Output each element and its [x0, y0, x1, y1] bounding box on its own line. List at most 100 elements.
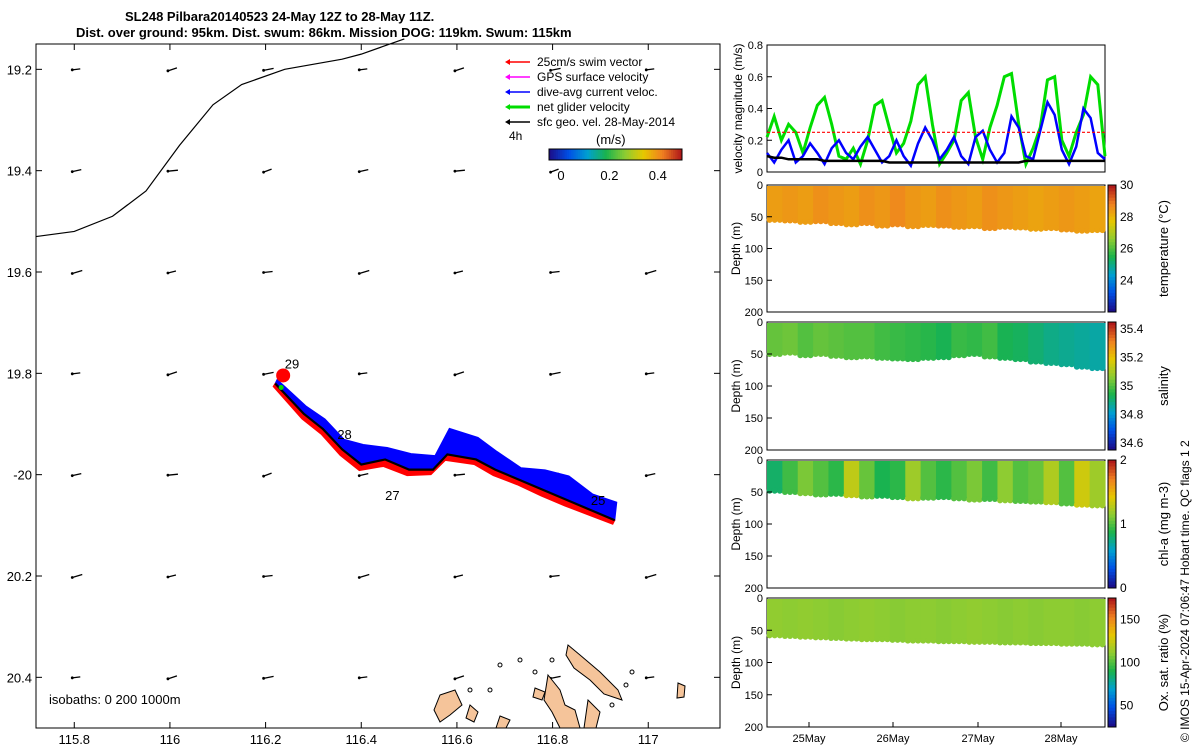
section-cell	[966, 461, 983, 500]
section-edge-dot	[945, 638, 952, 645]
map-plot	[35, 38, 721, 729]
section-cell	[951, 186, 968, 227]
section-cell	[843, 323, 860, 358]
colorbar-segment	[1108, 322, 1116, 326]
section-edge-dot	[828, 634, 835, 641]
velocity-series-line	[766, 98, 1106, 169]
colorbar-segment	[615, 149, 619, 160]
land-patch	[433, 689, 463, 723]
section-edge-dot	[986, 353, 993, 360]
colorbar-segment	[1108, 620, 1116, 625]
geo-velocity-arrow	[550, 574, 560, 578]
section-cell	[843, 186, 860, 225]
section-edge-dot	[1043, 499, 1050, 506]
section-edge-dot	[1017, 224, 1024, 231]
geo-velocity-arrow-tail	[166, 677, 170, 681]
section-cell	[1012, 599, 1029, 643]
colorbar-segment	[1108, 379, 1116, 384]
section-edge-dot	[868, 636, 875, 643]
section-edge-dot	[797, 633, 804, 640]
geo-velocity-arrow-tail	[357, 272, 361, 275]
colorbar-segment	[1108, 254, 1116, 259]
section-edge-dot	[781, 349, 788, 356]
section-cell	[889, 323, 906, 359]
section-edge-dot	[991, 496, 998, 503]
geo-velocity-arrow-tail	[453, 677, 457, 681]
colorbar-segment	[1108, 270, 1116, 275]
section-edge-dot	[797, 490, 804, 497]
section-cell	[951, 599, 968, 642]
section-edge-dot	[909, 637, 916, 644]
section-edge-dot	[1002, 639, 1009, 646]
section-cell	[936, 599, 952, 642]
colorbar-segment	[1108, 430, 1116, 435]
section-colorbar-tick-label: 150	[1120, 613, 1140, 627]
section-plot-temperature	[766, 184, 1117, 313]
colorbar-segment	[1108, 636, 1116, 641]
section-edge-dot	[997, 497, 1004, 504]
section-edge-dot	[1084, 501, 1091, 508]
section-edge-dot	[889, 221, 896, 228]
geo-velocity-arrow-tail	[644, 272, 648, 275]
section-colorbar-tick-label: 0	[1120, 581, 1127, 595]
colorbar-segment	[582, 149, 585, 160]
colorbar-segment	[1108, 466, 1116, 471]
section-edge-dot	[1099, 365, 1106, 372]
island	[609, 702, 615, 708]
section-edge-dot	[971, 496, 978, 503]
colorbar-segment	[1108, 398, 1116, 403]
colorbar-segment	[1108, 402, 1116, 406]
colorbar-segment	[662, 149, 665, 160]
credit-text: © IMOS 15-Apr-2024 07:06:47 Hobart time.…	[1178, 440, 1192, 742]
geo-velocity-arrow	[454, 473, 465, 476]
geo-velocity-arrow	[550, 270, 560, 274]
section-edge-dot	[981, 225, 988, 232]
colorbar-segment	[1108, 714, 1116, 718]
section-cell	[828, 461, 845, 494]
colorbar-segment	[1108, 289, 1116, 294]
section-edge-dot	[904, 495, 911, 502]
section-cell	[1058, 186, 1075, 230]
section-edge-dot	[1012, 356, 1019, 363]
colorbar-segment	[1108, 325, 1116, 329]
section-cell	[920, 461, 937, 498]
section-edge-dot	[1017, 497, 1024, 504]
section-edge-dot	[1053, 359, 1060, 366]
colorbar-segment	[1108, 662, 1116, 667]
geo-velocity-arrow	[454, 169, 465, 172]
section-edge-dot	[781, 217, 788, 224]
section-y-tick-label: 0	[757, 180, 763, 192]
colorbar-segment	[549, 149, 552, 160]
section-edge-dot	[807, 490, 814, 497]
section-edge-dot	[966, 223, 973, 230]
section-edge-dot	[1058, 640, 1065, 647]
colorbar-segment	[1108, 514, 1116, 519]
section-colorbar-tick-label: 1	[1120, 517, 1127, 531]
colorbar-segment	[1108, 283, 1116, 288]
section-cell	[813, 461, 830, 495]
colorbar-segment	[1108, 527, 1116, 531]
section-edge-dot	[858, 636, 865, 643]
colorbar-segment	[1108, 614, 1116, 618]
colorbar-segment	[1108, 440, 1116, 445]
section-cell	[1089, 323, 1106, 369]
section-edge-dot	[822, 634, 829, 641]
section-edge-dot	[981, 353, 988, 360]
section-edge-dot	[833, 220, 840, 227]
section-edge-dot	[1007, 354, 1014, 361]
geo-velocity-arrow-tail	[549, 372, 552, 376]
section-edge-dot	[1089, 502, 1096, 509]
section-y-tick-label: 200	[745, 307, 763, 319]
section-edge-dot	[766, 632, 773, 639]
colorbar-segment	[1108, 546, 1116, 551]
colorbar-segment	[1108, 704, 1116, 709]
section-edge-dot	[935, 638, 942, 645]
section-edge-dot	[961, 638, 968, 645]
section-cell	[1043, 323, 1060, 363]
colorbar-segment	[591, 149, 594, 160]
velocity-y-tick-label: 0.8	[748, 40, 763, 52]
section-edge-dot	[817, 218, 824, 225]
section-cell	[966, 323, 983, 354]
section-edge-dot	[781, 633, 788, 640]
section-edge-dot	[879, 492, 886, 499]
